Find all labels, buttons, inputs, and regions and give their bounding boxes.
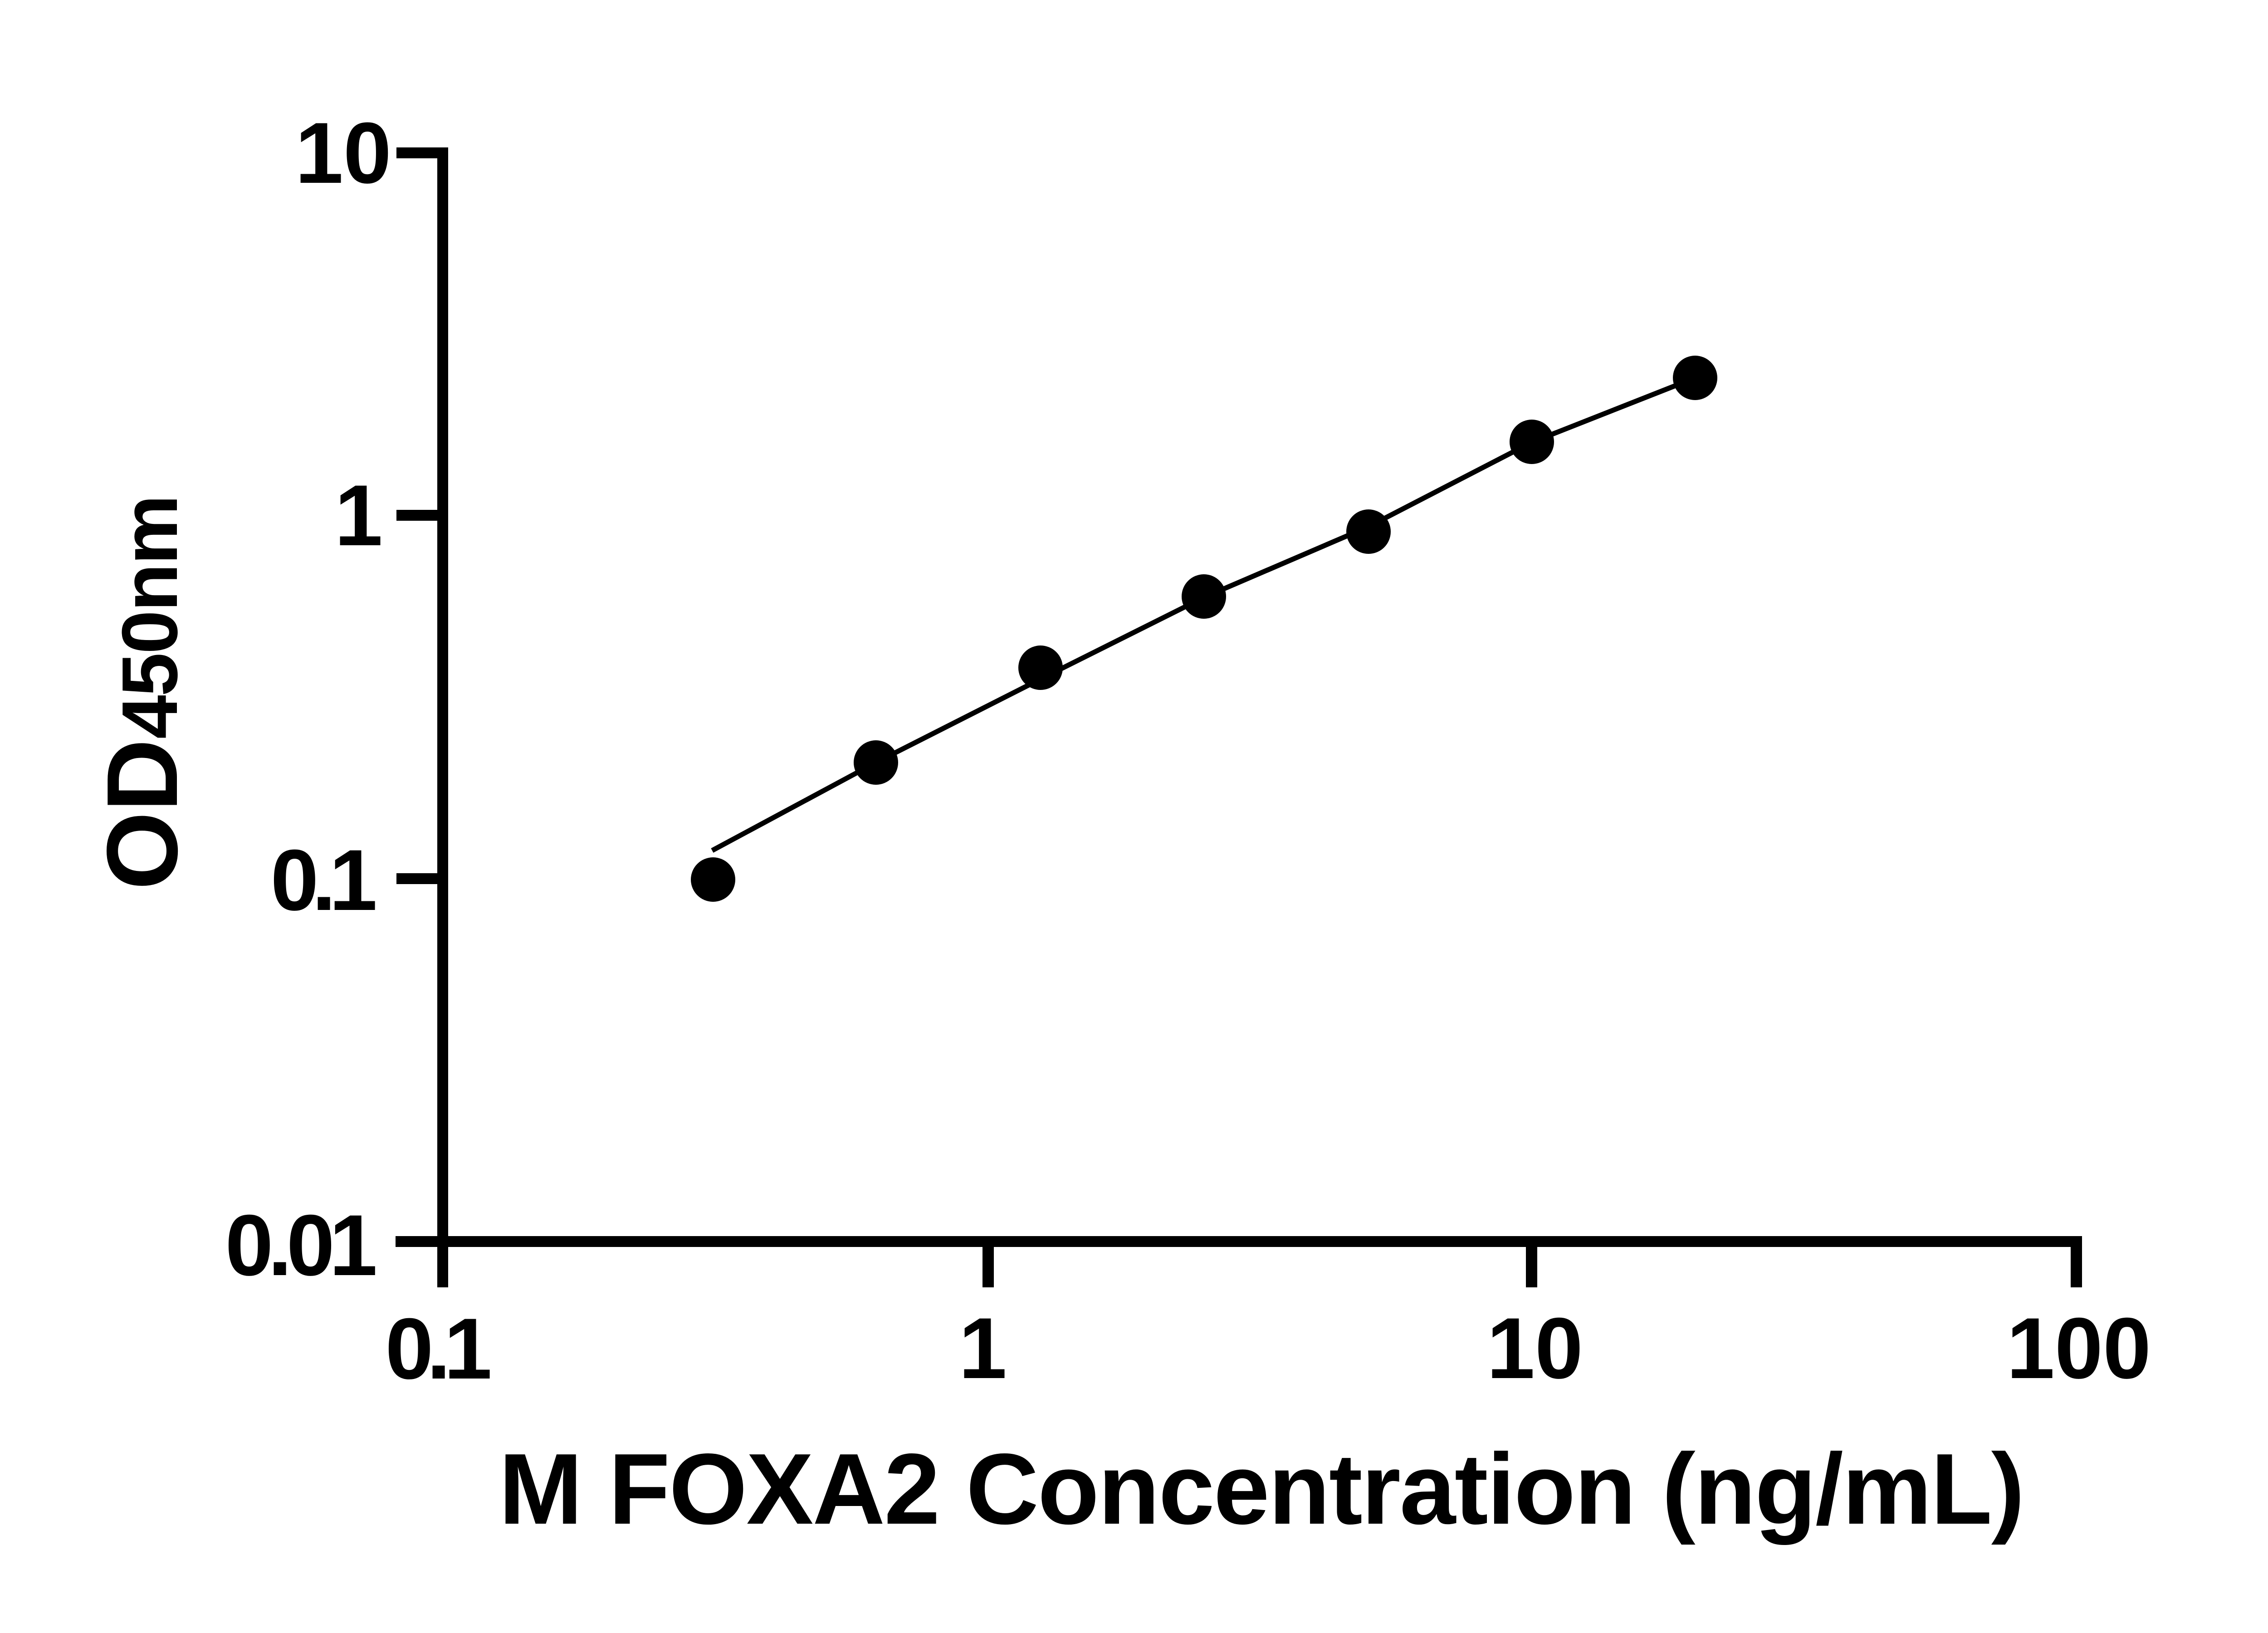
svg-text:0.01: 0.01 bbox=[225, 1197, 375, 1294]
svg-text:10: 10 bbox=[295, 105, 391, 201]
svg-text:1: 1 bbox=[335, 467, 383, 564]
svg-text:10: 10 bbox=[1487, 1300, 1583, 1397]
svg-text:0.1: 0.1 bbox=[385, 1301, 489, 1397]
svg-text:OD450nm: OD450nm bbox=[86, 496, 199, 890]
svg-text:M FOXA2 Concentration (ng/mL): M FOXA2 Concentration (ng/mL) bbox=[499, 1433, 2024, 1545]
svg-text:100: 100 bbox=[2007, 1300, 2151, 1397]
svg-text:0.1: 0.1 bbox=[270, 832, 375, 929]
svg-text:1: 1 bbox=[959, 1300, 1007, 1397]
